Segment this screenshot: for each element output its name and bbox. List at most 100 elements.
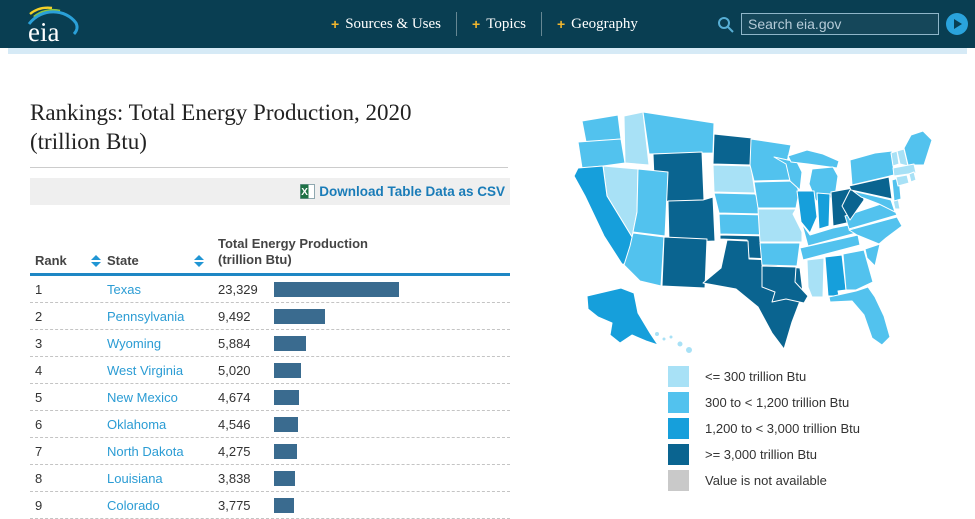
state-UT[interactable] bbox=[632, 168, 669, 237]
search-input[interactable] bbox=[741, 13, 939, 35]
state-link[interactable]: West Virginia bbox=[107, 362, 184, 378]
rank-cell: 6 bbox=[35, 416, 43, 432]
state-MT[interactable] bbox=[642, 111, 715, 155]
state-link[interactable]: Pennsylvania bbox=[107, 308, 185, 324]
state-HI[interactable] bbox=[676, 340, 684, 348]
state-MS[interactable] bbox=[806, 257, 825, 298]
state-HI[interactable] bbox=[661, 336, 667, 342]
state-ND[interactable] bbox=[712, 133, 753, 166]
table-row: 2 Pennsylvania 9,492 bbox=[30, 303, 510, 330]
state-WA[interactable] bbox=[581, 114, 622, 143]
state-link[interactable]: North Dakota bbox=[107, 443, 184, 459]
state-ID[interactable] bbox=[623, 111, 650, 166]
rank-cell: 1 bbox=[35, 281, 43, 297]
csv-download-link[interactable]: X Download Table Data as CSV bbox=[300, 184, 505, 199]
state-cell: New Mexico bbox=[107, 390, 218, 405]
logo-blue-swoosh bbox=[27, 10, 79, 36]
state-IL[interactable] bbox=[796, 190, 818, 234]
state-cell: Colorado bbox=[107, 498, 218, 513]
state-VT[interactable] bbox=[890, 150, 900, 167]
state-OR[interactable] bbox=[577, 138, 626, 169]
state-cell: North Dakota bbox=[107, 444, 218, 459]
state-link[interactable]: New Mexico bbox=[107, 389, 178, 405]
state-GA[interactable] bbox=[842, 249, 874, 291]
state-VA[interactable] bbox=[844, 200, 898, 230]
state-cell: West Virginia bbox=[107, 363, 218, 378]
plus-icon: + bbox=[472, 16, 481, 32]
value-bar-cell bbox=[274, 497, 510, 513]
legend-swatch bbox=[668, 418, 689, 439]
value-cell: 9,492 bbox=[218, 308, 251, 324]
nav-label: Sources & Uses bbox=[345, 15, 442, 32]
svg-text:X: X bbox=[301, 187, 308, 198]
state-AK[interactable] bbox=[586, 287, 659, 346]
rankings-table: Rank State Total Energy Production (tril… bbox=[30, 224, 510, 519]
legend-label: 1,200 to < 3,000 trillion Btu bbox=[705, 421, 861, 436]
state-link[interactable]: Texas bbox=[107, 281, 141, 297]
state-PA[interactable] bbox=[848, 176, 893, 200]
state-HI[interactable] bbox=[685, 346, 693, 354]
value-bar-cell bbox=[274, 389, 510, 405]
nav-divider bbox=[456, 12, 458, 36]
state-IN[interactable] bbox=[816, 192, 831, 230]
value-cell: 4,275 bbox=[218, 443, 251, 459]
state-FL[interactable] bbox=[828, 286, 891, 346]
excel-file-icon: X bbox=[300, 184, 316, 199]
nav-geography[interactable]: + Geography bbox=[542, 16, 653, 33]
value-bar-cell bbox=[274, 281, 510, 297]
legend-item: 1,200 to < 3,000 trillion Btu bbox=[668, 418, 860, 439]
legend-item: >= 3,000 trillion Btu bbox=[668, 444, 860, 465]
rank-cell: 3 bbox=[35, 335, 43, 351]
rank-cell: 7 bbox=[35, 443, 43, 459]
state-SC[interactable] bbox=[864, 243, 881, 267]
state-AR[interactable] bbox=[759, 242, 801, 267]
state-ME[interactable] bbox=[903, 130, 933, 166]
table-row: 8 Louisiana 3,838 bbox=[30, 465, 510, 492]
state-CT[interactable] bbox=[895, 174, 910, 187]
rank-cell: 4 bbox=[35, 362, 43, 378]
table-row: 4 West Virginia 5,020 bbox=[30, 357, 510, 384]
state-SD[interactable] bbox=[712, 164, 756, 194]
nav-sources-uses[interactable]: + Sources & Uses bbox=[316, 16, 456, 33]
state-link[interactable]: Oklahoma bbox=[107, 416, 167, 432]
state-NM[interactable] bbox=[661, 236, 708, 289]
state-link[interactable]: Colorado bbox=[107, 497, 160, 513]
nav-topics[interactable]: + Topics bbox=[457, 16, 541, 33]
site-header: eia + Sources & Uses + Topics + Geograph… bbox=[0, 0, 975, 48]
state-cell: Pennsylvania bbox=[107, 309, 218, 324]
table-row: 5 New Mexico 4,674 bbox=[30, 384, 510, 411]
logo-yellow-swoosh bbox=[29, 6, 53, 15]
rank-cell: 5 bbox=[35, 389, 43, 405]
search-go-button[interactable] bbox=[946, 13, 968, 35]
csv-link-label: Download Table Data as CSV bbox=[319, 184, 505, 199]
state-LA[interactable] bbox=[761, 265, 809, 304]
value-bar-cell bbox=[274, 443, 510, 459]
table-header-row: Rank State Total Energy Production (tril… bbox=[30, 224, 510, 276]
state-RI[interactable] bbox=[908, 171, 917, 183]
legend-label: 300 to < 1,200 trillion Btu bbox=[705, 395, 850, 410]
legend-swatch bbox=[668, 444, 689, 465]
state-HI[interactable] bbox=[668, 334, 674, 340]
sort-state-icon[interactable] bbox=[194, 254, 204, 267]
value-bar-cell bbox=[274, 416, 510, 432]
state-cell: Texas bbox=[107, 282, 218, 297]
state-IA[interactable] bbox=[753, 180, 800, 209]
sort-rank-icon[interactable] bbox=[91, 254, 101, 267]
state-MD[interactable] bbox=[852, 190, 896, 213]
state-HI[interactable] bbox=[654, 331, 660, 337]
value-bar-cell bbox=[274, 308, 510, 324]
state-link[interactable]: Wyoming bbox=[107, 335, 162, 351]
csv-download-bar: X Download Table Data as CSV bbox=[30, 178, 510, 205]
state-CO[interactable] bbox=[667, 196, 716, 244]
go-arrow-icon bbox=[954, 19, 962, 29]
state-MI-upper[interactable] bbox=[787, 149, 840, 169]
state-NC[interactable] bbox=[848, 216, 903, 245]
state-MO[interactable] bbox=[757, 208, 803, 243]
eia-logo[interactable]: eia bbox=[24, 3, 84, 47]
state-link[interactable]: Louisiana bbox=[107, 470, 163, 486]
legend-swatch bbox=[668, 392, 689, 413]
value-cell: 3,775 bbox=[218, 497, 251, 513]
state-TN[interactable] bbox=[799, 234, 861, 261]
state-AL[interactable] bbox=[824, 254, 847, 297]
rank-cell: 2 bbox=[35, 308, 43, 324]
